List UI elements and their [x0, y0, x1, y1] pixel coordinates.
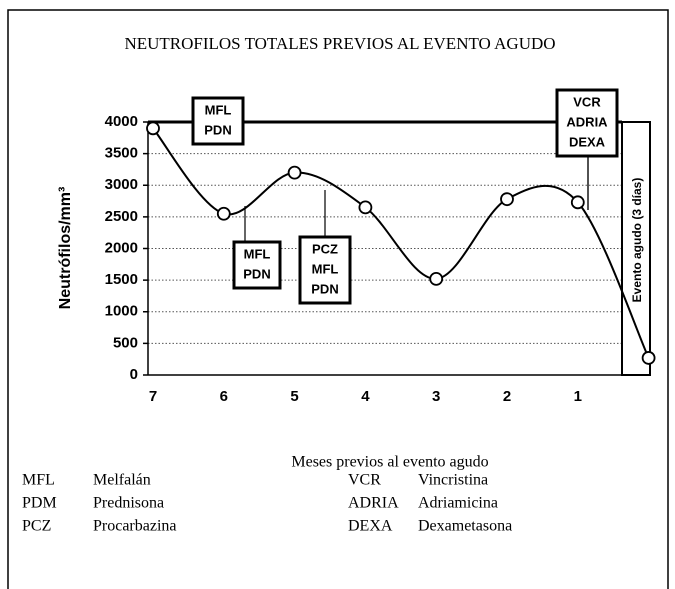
glossary-name: Dexametasona: [418, 518, 512, 535]
annotation-text: PDN: [204, 122, 231, 137]
annotation-text: ADRIA: [566, 114, 608, 129]
annotation-text: VCR: [573, 94, 601, 109]
glossary-name: Procarbazina: [93, 518, 177, 535]
x-tick-label: 6: [220, 388, 228, 405]
event-label: Evento agudo (3 días): [630, 178, 644, 303]
event-box: [621, 121, 651, 376]
annotation-box: [191, 96, 245, 146]
annotation-text: PCZ: [312, 241, 338, 256]
data-point: [500, 192, 514, 207]
annotation-text: MFL: [244, 246, 271, 261]
glossary-name: Melfalán: [93, 472, 151, 489]
x-tick-label: 3: [432, 388, 440, 405]
y-tick-label: 4000: [105, 113, 138, 130]
data-point: [641, 351, 656, 365]
x-tick-label: 2: [503, 388, 511, 405]
y-tick-label: 500: [113, 334, 138, 351]
annotation-box: [555, 88, 619, 158]
glossary-abbr: MFL: [22, 472, 55, 489]
glossary-name: Prednisona: [93, 495, 164, 512]
annotation-text: MFL: [205, 102, 232, 117]
chart-title: NEUTROFILOS TOTALES PREVIOS AL EVENTO AG…: [124, 34, 555, 53]
annotation-text: PDN: [311, 281, 338, 296]
data-line: [152, 127, 650, 359]
x-tick-label: 4: [361, 388, 370, 405]
glossary-name: Adriamicina: [418, 495, 498, 512]
x-tick-label: 5: [290, 388, 298, 405]
y-tick-label: 0: [130, 366, 138, 383]
glossary-abbr: PDM: [22, 495, 57, 512]
annotation-box: [298, 235, 352, 305]
annotation-text: DEXA: [569, 134, 606, 149]
data-point: [287, 165, 302, 180]
x-tick-label: 1: [574, 388, 582, 405]
glossary-abbr: VCR: [348, 472, 381, 489]
y-tick-label: 1000: [105, 303, 138, 320]
glossary-abbr: DEXA: [348, 518, 393, 535]
y-axis-label: Neutrófilos/mm³: [57, 187, 74, 310]
annotation-text: MFL: [312, 261, 339, 276]
annotation-text: PDN: [243, 266, 270, 281]
glossary-name: Vincristina: [418, 472, 488, 489]
data-point: [570, 195, 585, 210]
annotation-box: [232, 240, 282, 290]
glossary-abbr: PCZ: [22, 518, 51, 535]
data-point: [216, 206, 231, 221]
data-point: [146, 121, 160, 136]
y-tick-label: 3500: [105, 145, 138, 162]
frame: [7, 9, 669, 589]
x-axis-label: Meses previos al evento agudo: [291, 454, 488, 471]
y-tick-label: 2000: [105, 239, 138, 256]
glossary-abbr: ADRIA: [348, 495, 399, 512]
x-tick-label: 7: [149, 388, 157, 405]
data-point: [358, 200, 373, 215]
y-tick-label: 2500: [105, 208, 138, 225]
y-tick-label: 1500: [105, 271, 138, 288]
y-tick-label: 3000: [105, 176, 138, 193]
data-point: [429, 271, 444, 286]
